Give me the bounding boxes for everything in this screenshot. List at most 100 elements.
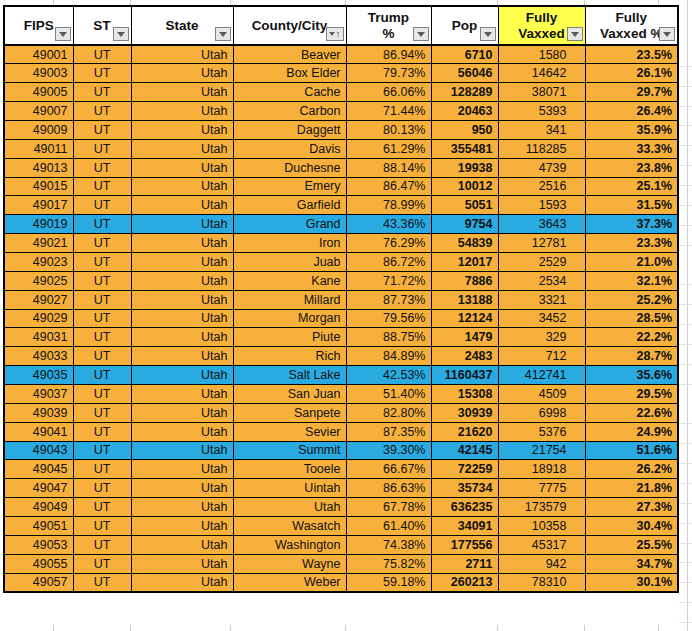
cell-fips[interactable]: 49045 (4, 460, 73, 479)
cell-county[interactable]: Piute (233, 328, 346, 347)
filter-dropdown-button[interactable] (215, 27, 231, 41)
column-header-pop[interactable]: Pop (431, 6, 498, 45)
cell-pop[interactable]: 34091 (431, 516, 498, 535)
cell-trump_pct[interactable]: 51.40% (346, 384, 431, 403)
cell-state[interactable]: Utah (131, 45, 233, 64)
cell-fully_vaxxed[interactable]: 7775 (498, 479, 585, 498)
cell-fully_vaxxed_pct[interactable]: 26.4% (585, 102, 678, 121)
cell-pop[interactable]: 54839 (431, 234, 498, 253)
cell-pop[interactable]: 15308 (431, 384, 498, 403)
cell-fully_vaxxed_pct[interactable]: 33.3% (585, 139, 678, 158)
cell-st[interactable]: UT (73, 309, 131, 328)
cell-pop[interactable]: 21620 (431, 422, 498, 441)
cell-trump_pct[interactable]: 79.73% (346, 64, 431, 83)
filter-dropdown-button[interactable] (480, 27, 496, 41)
cell-trump_pct[interactable]: 87.73% (346, 290, 431, 309)
filter-dropdown-button[interactable] (567, 27, 583, 41)
cell-st[interactable]: UT (73, 64, 131, 83)
cell-st[interactable]: UT (73, 347, 131, 366)
cell-county[interactable]: Emery (233, 177, 346, 196)
cell-state[interactable]: Utah (131, 158, 233, 177)
cell-fully_vaxxed_pct[interactable]: 35.9% (585, 120, 678, 139)
cell-county[interactable]: Wasatch (233, 516, 346, 535)
cell-st[interactable]: UT (73, 328, 131, 347)
column-header-st[interactable]: ST (73, 6, 131, 45)
cell-pop[interactable]: 950 (431, 120, 498, 139)
cell-fips[interactable]: 49017 (4, 196, 73, 215)
cell-trump_pct[interactable]: 80.13% (346, 120, 431, 139)
cell-fully_vaxxed_pct[interactable]: 28.5% (585, 309, 678, 328)
cell-pop[interactable]: 2711 (431, 554, 498, 573)
cell-county[interactable]: Washington (233, 535, 346, 554)
cell-state[interactable]: Utah (131, 554, 233, 573)
cell-fully_vaxxed_pct[interactable]: 31.5% (585, 196, 678, 215)
cell-state[interactable]: Utah (131, 196, 233, 215)
cell-st[interactable]: UT (73, 215, 131, 234)
cell-st[interactable]: UT (73, 252, 131, 271)
cell-county[interactable]: Weber (233, 573, 346, 592)
column-header-fully_vaxxed_pct[interactable]: FullyVaxxed % (585, 6, 678, 45)
cell-trump_pct[interactable]: 76.29% (346, 234, 431, 253)
cell-fips[interactable]: 49001 (4, 45, 73, 64)
cell-fips[interactable]: 49023 (4, 252, 73, 271)
cell-trump_pct[interactable]: 66.67% (346, 460, 431, 479)
cell-pop[interactable]: 7886 (431, 271, 498, 290)
column-header-fully_vaxxed[interactable]: FullyVaxxed (498, 6, 585, 45)
cell-fully_vaxxed_pct[interactable]: 28.7% (585, 347, 678, 366)
cell-fips[interactable]: 49025 (4, 271, 73, 290)
cell-fully_vaxxed[interactable]: 3452 (498, 309, 585, 328)
cell-fips[interactable]: 49035 (4, 366, 73, 385)
cell-county[interactable]: Garfield (233, 196, 346, 215)
cell-state[interactable]: Utah (131, 215, 233, 234)
cell-fips[interactable]: 49049 (4, 498, 73, 517)
cell-fully_vaxxed[interactable]: 5393 (498, 102, 585, 121)
cell-trump_pct[interactable]: 39.30% (346, 441, 431, 460)
cell-trump_pct[interactable]: 43.36% (346, 215, 431, 234)
cell-pop[interactable]: 72259 (431, 460, 498, 479)
cell-fully_vaxxed[interactable]: 3321 (498, 290, 585, 309)
cell-county[interactable]: Sanpete (233, 403, 346, 422)
cell-fully_vaxxed[interactable]: 173579 (498, 498, 585, 517)
cell-county[interactable]: Millard (233, 290, 346, 309)
cell-trump_pct[interactable]: 66.06% (346, 83, 431, 102)
cell-pop[interactable]: 42145 (431, 441, 498, 460)
column-header-state[interactable]: State (131, 6, 233, 45)
cell-st[interactable]: UT (73, 554, 131, 573)
column-header-county[interactable]: County/City↑ (233, 6, 346, 45)
cell-fips[interactable]: 49007 (4, 102, 73, 121)
cell-fully_vaxxed_pct[interactable]: 25.1% (585, 177, 678, 196)
cell-fully_vaxxed[interactable]: 712 (498, 347, 585, 366)
cell-fips[interactable]: 49029 (4, 309, 73, 328)
cell-county[interactable]: Davis (233, 139, 346, 158)
cell-st[interactable]: UT (73, 177, 131, 196)
cell-state[interactable]: Utah (131, 120, 233, 139)
cell-county[interactable]: Iron (233, 234, 346, 253)
cell-st[interactable]: UT (73, 158, 131, 177)
cell-state[interactable]: Utah (131, 139, 233, 158)
cell-county[interactable]: Cache (233, 83, 346, 102)
cell-state[interactable]: Utah (131, 309, 233, 328)
cell-st[interactable]: UT (73, 290, 131, 309)
cell-pop[interactable]: 260213 (431, 573, 498, 592)
cell-trump_pct[interactable]: 86.47% (346, 177, 431, 196)
cell-st[interactable]: UT (73, 403, 131, 422)
cell-county[interactable]: Grand (233, 215, 346, 234)
filter-dropdown-button[interactable] (113, 27, 129, 41)
filter-dropdown-button[interactable] (659, 27, 675, 41)
cell-fully_vaxxed_pct[interactable]: 34.7% (585, 554, 678, 573)
cell-county[interactable]: Carbon (233, 102, 346, 121)
cell-fully_vaxxed_pct[interactable]: 29.5% (585, 384, 678, 403)
cell-st[interactable]: UT (73, 384, 131, 403)
cell-fips[interactable]: 49041 (4, 422, 73, 441)
cell-fully_vaxxed[interactable]: 45317 (498, 535, 585, 554)
cell-fips[interactable]: 49053 (4, 535, 73, 554)
cell-fully_vaxxed[interactable]: 5376 (498, 422, 585, 441)
cell-fully_vaxxed[interactable]: 341 (498, 120, 585, 139)
cell-fully_vaxxed[interactable]: 21754 (498, 441, 585, 460)
cell-pop[interactable]: 177556 (431, 535, 498, 554)
cell-county[interactable]: Rich (233, 347, 346, 366)
cell-county[interactable]: Uintah (233, 479, 346, 498)
cell-state[interactable]: Utah (131, 271, 233, 290)
cell-fully_vaxxed[interactable]: 4739 (498, 158, 585, 177)
cell-fully_vaxxed_pct[interactable]: 25.2% (585, 290, 678, 309)
